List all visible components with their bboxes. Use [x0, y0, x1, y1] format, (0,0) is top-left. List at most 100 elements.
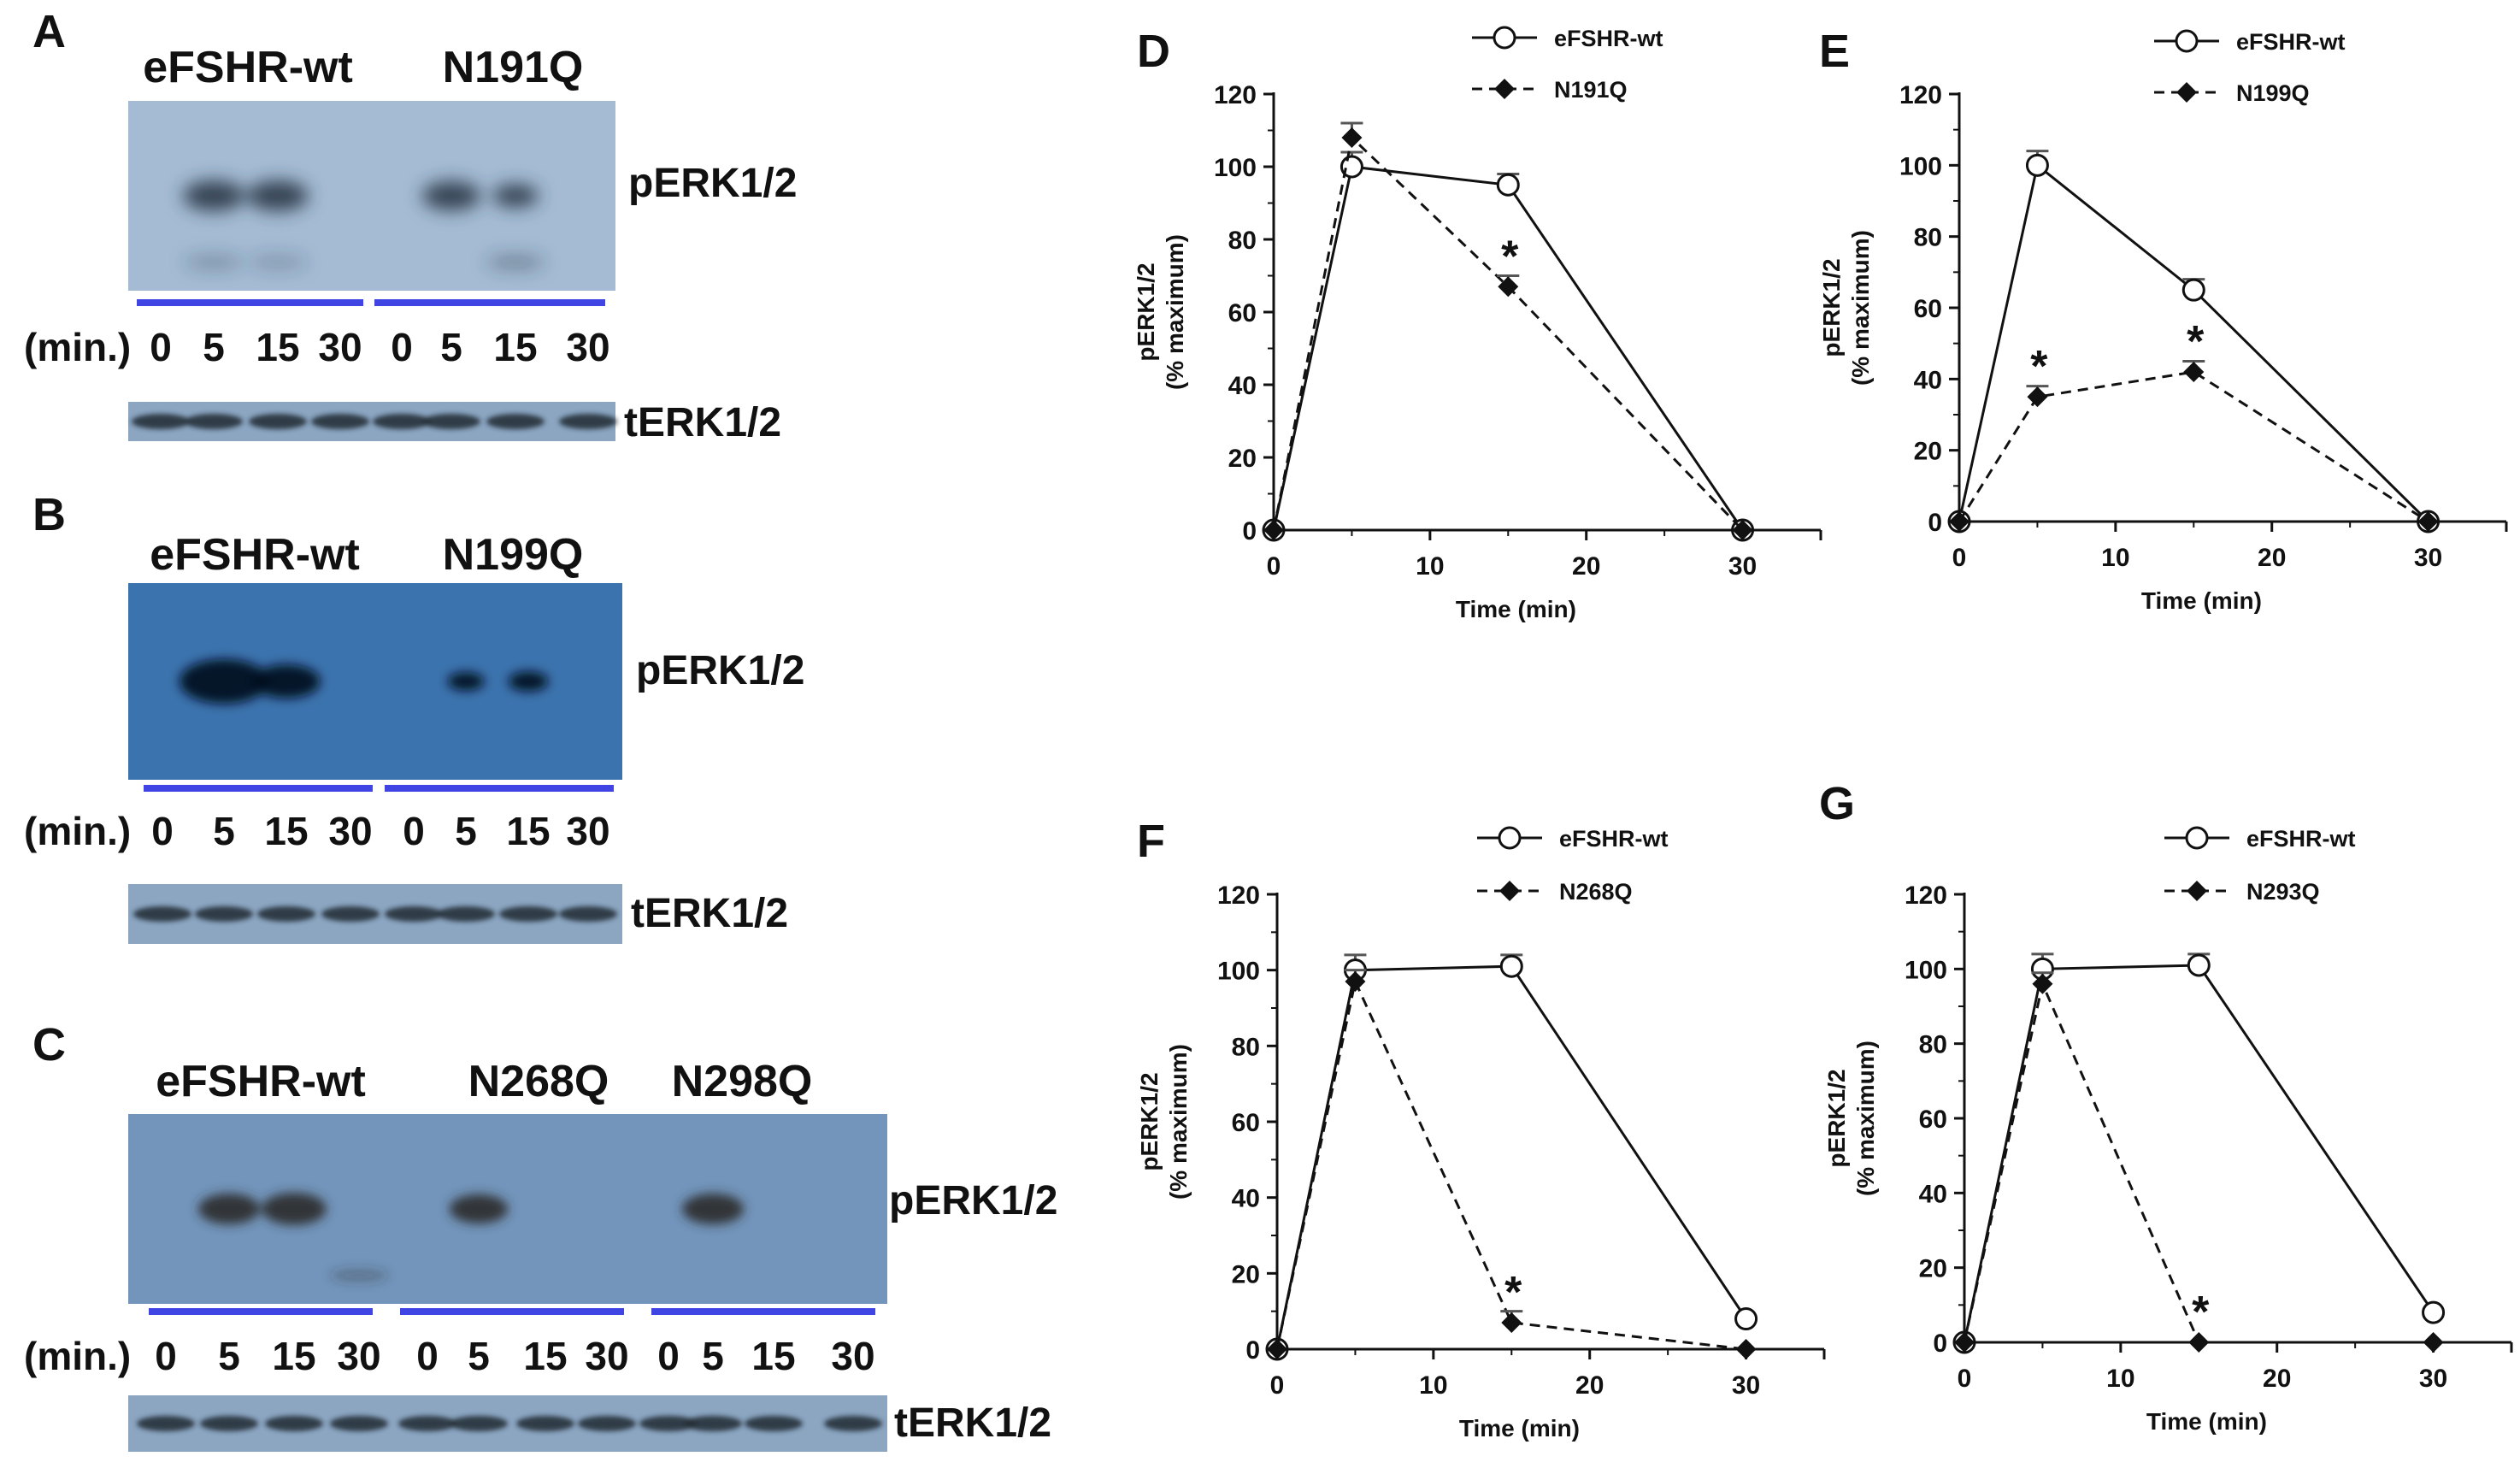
series-line-0	[1958, 162, 2429, 523]
legend-label: eFSHR-wt	[2246, 826, 2356, 852]
lane-time-label: 0	[657, 1334, 680, 1378]
control-label: tERK1/2	[894, 1400, 1051, 1446]
lane-time-label: 0	[151, 809, 174, 853]
significance-star: *	[1501, 232, 1519, 281]
band-label: pERK1/2	[636, 648, 804, 693]
data-point-circle	[1734, 1307, 1758, 1331]
data-point-circle	[2185, 826, 2209, 850]
lane-time-label: 15	[523, 1334, 567, 1378]
chart-panel-D: D 0 20 40 60 80 100 120 0 10 20 30 Time (min) pERK1/2…	[1133, 26, 1822, 622]
data-point-circle	[2175, 29, 2199, 53]
tERK-band	[450, 1416, 508, 1431]
group-label: N298Q	[672, 1057, 813, 1106]
data-point-diamond	[2183, 362, 2205, 382]
pERK-band	[421, 180, 481, 211]
lane-time-label: 15	[272, 1334, 315, 1378]
tERK-band	[437, 906, 495, 922]
x-tick-label: 10	[2106, 1365, 2134, 1393]
pERK-band	[682, 1194, 744, 1224]
group-label: N199Q	[443, 530, 584, 580]
data-point-circle	[1339, 155, 1363, 179]
legend-label: eFSHR-wt	[2236, 29, 2346, 55]
legend-label: N268Q	[1559, 879, 1633, 905]
faint-band	[486, 255, 545, 269]
tERK-band	[385, 906, 443, 922]
panel-label: B	[32, 489, 66, 540]
y-tick-label: 20	[1919, 1255, 1947, 1283]
tERK-band	[578, 1416, 636, 1431]
lane-time-label: 30	[831, 1334, 874, 1378]
y-tick-label: 100	[1217, 958, 1260, 986]
band-label: pERK1/2	[889, 1178, 1057, 1223]
pERK-band	[262, 1193, 327, 1225]
x-tick-label: 30	[2414, 544, 2442, 572]
panel-label: F	[1137, 816, 1165, 867]
panel-label: C	[32, 1019, 66, 1070]
tERK-band	[132, 414, 190, 429]
control-band-group	[132, 414, 617, 429]
series-line-1	[1963, 979, 2434, 1344]
y-tick-label: 60	[1232, 1109, 1260, 1137]
tERK-band	[137, 1416, 195, 1431]
time-unit-label: (min.)	[24, 325, 131, 369]
band-group	[198, 1193, 744, 1282]
data-point-diamond	[2032, 973, 2053, 994]
pERK-band	[247, 180, 309, 211]
x-tick-label: 10	[1419, 1371, 1447, 1400]
control-band-group	[137, 1416, 882, 1431]
lane-time-label: 30	[566, 809, 609, 853]
y-tick-label: 120	[1905, 881, 1947, 910]
data-point-diamond	[2188, 1332, 2210, 1353]
data-point-circle	[1499, 954, 1523, 978]
tERK-band	[265, 1416, 323, 1431]
significance-star: *	[2187, 317, 2205, 367]
chart-panel-G: G 0 20 40 60 80 100 120 0 10 20 30 Time (min) pERK1/2…	[1819, 778, 2513, 1435]
lane-time-label: 15	[751, 1334, 795, 1378]
lane-time-label: 30	[566, 325, 609, 369]
data-point-circle	[1498, 826, 1522, 850]
band-group	[183, 180, 545, 269]
faint-band	[249, 255, 307, 269]
tERK-band	[499, 906, 557, 922]
pERK-band	[179, 658, 269, 705]
x-axis-label: Time (min)	[2146, 1408, 2267, 1435]
y-axis-label: (% maximum)	[1847, 230, 1874, 386]
data-point-diamond	[1341, 127, 1363, 148]
legend-label: eFSHR-wt	[1559, 826, 1669, 852]
y-tick-label: 20	[1232, 1260, 1260, 1288]
lane-time-label: 5	[702, 1334, 724, 1378]
y-tick-label: 40	[1228, 372, 1257, 400]
data-point-diamond	[1267, 1339, 1287, 1359]
pERK-band	[449, 1194, 509, 1224]
group-label: eFSHR-wt	[143, 43, 353, 92]
y-tick-label: 60	[1919, 1106, 1947, 1134]
data-point-circle	[1496, 173, 1520, 197]
tERK-band	[311, 414, 369, 429]
lane-time-label: 0	[403, 809, 425, 853]
lane-time-label: 0	[155, 1334, 177, 1378]
data-point-diamond	[2187, 881, 2207, 901]
group-label: eFSHR-wt	[156, 1057, 366, 1106]
legend-label: eFSHR-wt	[1554, 26, 1663, 51]
y-tick-label: 0	[1245, 1336, 1260, 1365]
chart-panel-E: E 0 20 40 60 80 100 120 0 10 20 30 Time (min) pERK1/2…	[1818, 26, 2508, 614]
lane-time-label: 5	[218, 1334, 240, 1378]
group-label: eFSHR-wt	[150, 530, 360, 580]
panel-label: A	[32, 6, 66, 57]
band-group	[179, 658, 549, 705]
lane-time-label: 15	[264, 809, 308, 853]
lane-time-label: 30	[337, 1334, 380, 1378]
y-tick-label: 60	[1228, 299, 1257, 327]
time-unit-label: (min.)	[24, 1334, 131, 1378]
series-line-1	[1958, 370, 2429, 523]
series-line-0	[1963, 964, 2435, 1343]
y-tick-label: 0	[1242, 517, 1257, 545]
y-tick-label: 120	[1217, 881, 1260, 910]
y-axis-label: (% maximum)	[1165, 1044, 1192, 1200]
faint-band	[185, 255, 243, 269]
x-tick-label: 30	[1732, 1371, 1760, 1400]
group-label: N268Q	[468, 1057, 609, 1106]
y-tick-label: 40	[1914, 366, 1942, 394]
